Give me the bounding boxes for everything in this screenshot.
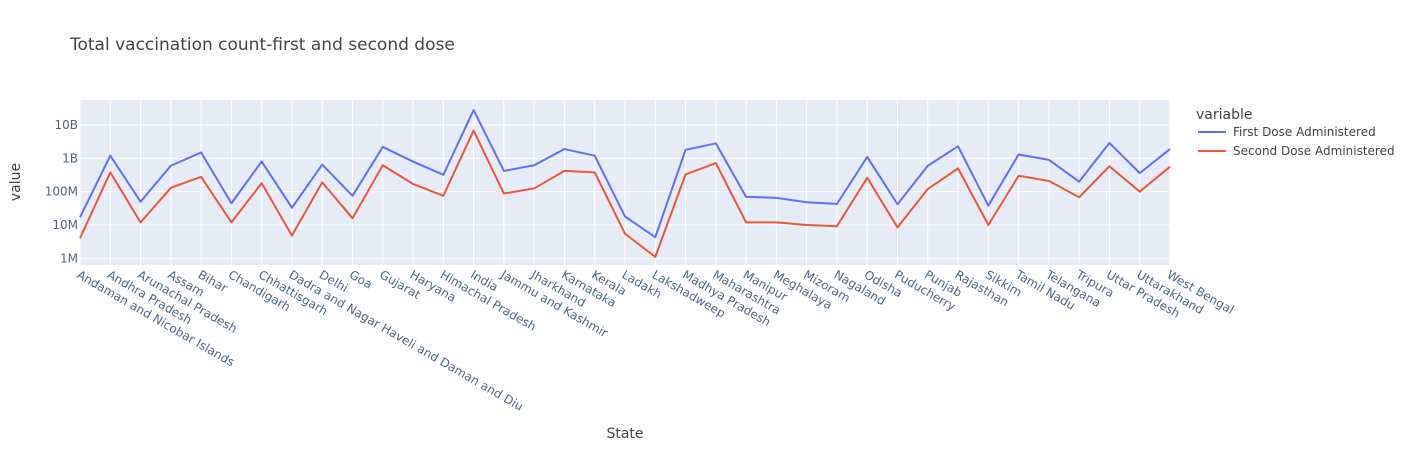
series-line-first-dose [79,109,1171,239]
x-gridlines [79,100,1171,265]
legend-label: Second Dose Administered [1233,144,1395,158]
y-tick-label: 100M [45,185,78,199]
y-tick-label: 10B [54,118,78,132]
y-tick-label: 10M [52,218,78,232]
y-axis-title: value [8,163,24,201]
legend-label: First Dose Administered [1233,125,1376,139]
legend-item-first-dose[interactable]: First Dose Administered [1198,125,1376,139]
legend-title: variable [1196,107,1252,123]
x-tick-label: Goa [347,267,375,291]
y-tick-label: 1M [60,251,78,265]
legend-item-second-dose[interactable]: Second Dose Administered [1198,144,1395,158]
chart-title: Total vaccination count-first and second… [69,35,455,55]
series-lines [79,109,1171,258]
series-line-second-dose [79,129,1171,258]
x-axis-title: State [606,426,643,442]
y-tick-label: 1B [62,151,78,165]
y-tick-labels: 1M 10M 100M 1B 10B [45,118,78,265]
legend[interactable]: variable First Dose Administered Second D… [1196,107,1395,158]
